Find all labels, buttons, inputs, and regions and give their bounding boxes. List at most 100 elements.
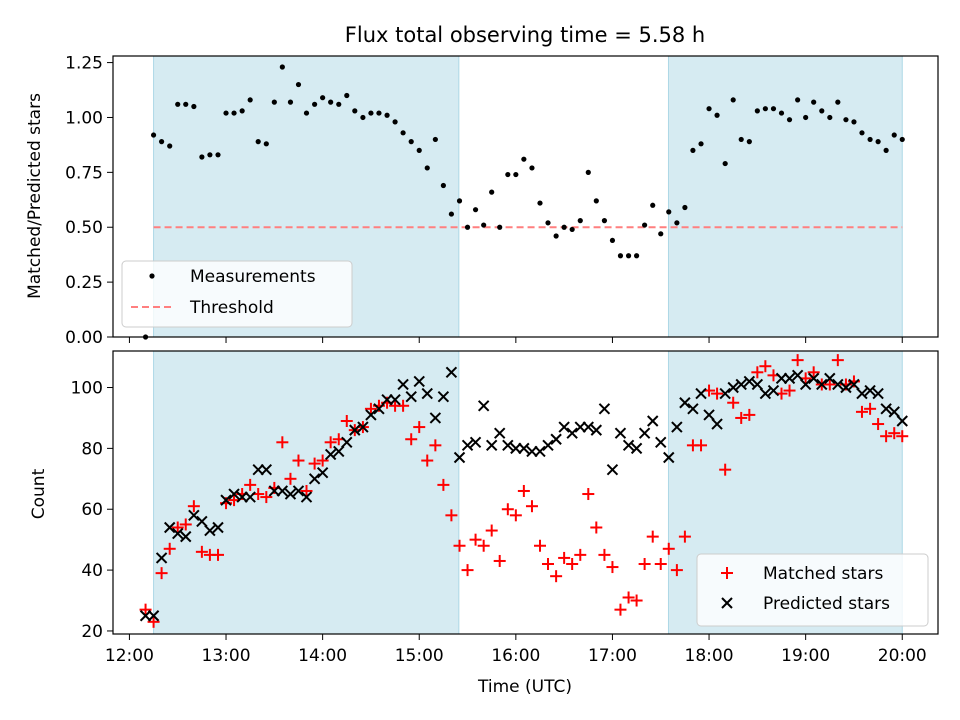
predicted-star-point xyxy=(333,445,345,458)
measurement-point xyxy=(682,204,688,211)
matched-star-point xyxy=(695,439,708,452)
matched-star-point xyxy=(405,433,418,446)
predicted-star-point xyxy=(445,366,458,379)
measurement-point xyxy=(513,171,519,178)
measurement-point xyxy=(352,108,358,114)
matched-star-point xyxy=(807,366,820,379)
predicted-star-point xyxy=(373,403,385,415)
measurement-point xyxy=(448,211,455,217)
predicted-star-point xyxy=(590,424,603,436)
predicted-star-point xyxy=(816,378,828,391)
measurement-point xyxy=(690,147,696,153)
predicted-star-point xyxy=(244,491,256,503)
measurement-point xyxy=(279,64,285,70)
top-legend: Measurements Threshold xyxy=(121,260,353,328)
predicted-star-point xyxy=(679,397,691,409)
measurement-point xyxy=(617,253,624,259)
matched-star-point xyxy=(413,421,426,434)
measurement-point xyxy=(851,119,857,125)
predicted-star-point xyxy=(518,442,530,455)
predicted-star-point xyxy=(493,427,506,439)
matched-star-point xyxy=(340,414,353,427)
matched-star-point xyxy=(308,457,321,470)
top-y-tick-label: 0.00 xyxy=(65,328,103,348)
predicted-star-point xyxy=(872,387,884,400)
predicted-star-point xyxy=(727,381,739,394)
matched-star-point xyxy=(711,387,724,400)
predicted-star-point xyxy=(461,439,474,452)
measurement-point xyxy=(778,110,785,116)
predicted-star-point xyxy=(832,378,844,391)
matched-star-point xyxy=(791,354,804,367)
matched-star-point xyxy=(566,558,579,571)
predicted-star-point xyxy=(614,427,627,439)
measurement-point xyxy=(175,101,181,107)
predicted-star-point xyxy=(824,372,836,385)
predicted-star-point xyxy=(856,387,868,400)
measurement-point xyxy=(529,165,535,171)
predicted-star-point xyxy=(316,467,329,479)
bottom-y-tick-label: 60 xyxy=(81,500,103,520)
predicted-star-point xyxy=(300,491,313,503)
matched-star-point xyxy=(783,384,796,397)
predicted-star-point xyxy=(180,530,192,543)
measurement-point xyxy=(843,117,849,123)
legend-measurement-marker xyxy=(149,273,155,279)
measurement-point xyxy=(207,152,213,158)
matched-star-point xyxy=(187,500,200,513)
x-tick-label: 13:00 xyxy=(202,646,251,666)
measurement-point xyxy=(150,132,157,138)
legend-matched-label: Matched stars xyxy=(763,564,883,584)
predicted-star-point xyxy=(292,485,305,497)
measurement-point xyxy=(271,99,277,105)
measurement-point xyxy=(303,110,310,116)
matched-star-point xyxy=(888,427,901,440)
measurement-point xyxy=(706,106,712,112)
matched-star-point xyxy=(654,558,667,571)
predicted-star-point xyxy=(735,378,747,391)
matched-star-point xyxy=(437,478,450,491)
measurement-point xyxy=(320,95,326,101)
matched-star-point xyxy=(525,500,538,513)
measurement-point xyxy=(183,101,189,107)
predicted-star-point xyxy=(389,393,401,406)
measurement-point xyxy=(489,189,495,195)
predicted-star-point xyxy=(671,421,683,433)
matched-star-point xyxy=(244,478,257,491)
measurement-point xyxy=(698,141,704,147)
predicted-star-point xyxy=(888,406,900,418)
bottom-y-tick-label: 20 xyxy=(81,622,103,642)
matched-star-point xyxy=(880,430,893,443)
matched-star-point xyxy=(316,454,329,467)
predicted-star-point xyxy=(188,509,200,522)
predicted-star-point xyxy=(228,488,240,500)
legend-measurements-label: Measurements xyxy=(190,267,316,287)
measurement-point xyxy=(384,112,390,118)
predicted-star-point xyxy=(429,412,442,424)
predicted-star-point xyxy=(687,403,699,415)
measurement-point xyxy=(569,226,575,233)
predicted-star-point xyxy=(743,375,756,388)
measurement-point xyxy=(835,99,841,105)
measurement-point xyxy=(795,97,801,103)
matched-star-point xyxy=(493,554,506,567)
measurement-point xyxy=(891,132,897,138)
matched-star-point xyxy=(485,524,498,537)
count-panel: 20 40 60 80 100 12:00 13:00 14:00 15:00 16:00 17:… xyxy=(29,350,939,697)
predicted-star-point xyxy=(155,552,168,564)
matched-star-point xyxy=(163,542,176,555)
predicted-star-point xyxy=(807,372,820,385)
predicted-star-point xyxy=(172,527,184,540)
matched-star-point xyxy=(872,418,885,431)
predicted-star-point xyxy=(695,387,707,400)
measurement-point xyxy=(255,139,261,145)
predicted-star-point xyxy=(759,387,772,400)
measurement-point xyxy=(392,119,398,125)
measurement-point xyxy=(376,110,382,116)
measurement-point xyxy=(859,130,865,136)
bottom-axes-frame xyxy=(112,350,939,635)
measurement-point xyxy=(650,202,656,208)
measurement-point xyxy=(601,218,608,224)
matched-star-point xyxy=(179,518,192,531)
measurement-point xyxy=(577,218,583,224)
